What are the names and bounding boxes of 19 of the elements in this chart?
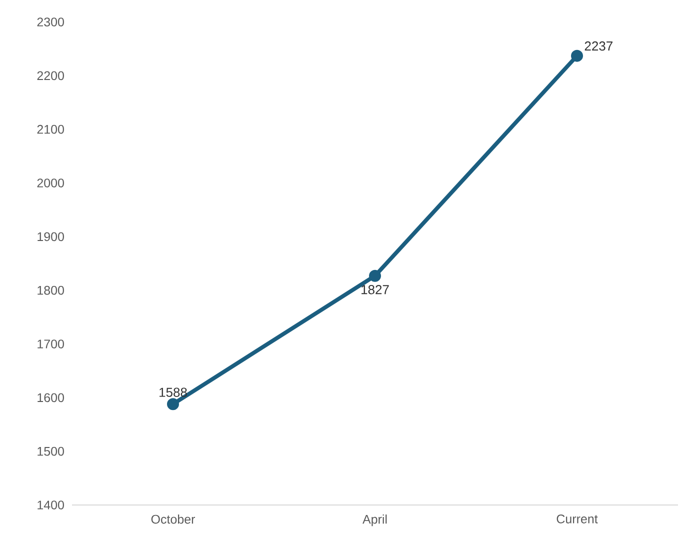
x-tick-label: April xyxy=(362,514,387,526)
data-label: 2237 xyxy=(584,41,612,51)
y-tick-label: 2300 xyxy=(37,18,64,26)
y-tick-label: 2100 xyxy=(37,124,64,134)
point xyxy=(571,50,584,62)
x-tick-label: Current xyxy=(556,514,598,524)
y-tick-label: 1900 xyxy=(38,232,64,242)
point xyxy=(167,398,179,410)
y-tick-label: 1700 xyxy=(38,340,64,348)
y-tick-label: 1400 xyxy=(38,500,64,510)
point xyxy=(369,270,382,282)
data-label: 1827 xyxy=(362,285,389,294)
y-tick-label: 1600 xyxy=(38,393,64,402)
data-label: 1588 xyxy=(160,388,187,397)
y-tick-label: 2200 xyxy=(37,71,64,80)
x-tick-label: October xyxy=(151,514,196,524)
y-tick-label: 1500 xyxy=(38,446,64,456)
y-tick-label: 2000 xyxy=(37,178,64,188)
y-tick-label: 1800 xyxy=(38,286,64,295)
